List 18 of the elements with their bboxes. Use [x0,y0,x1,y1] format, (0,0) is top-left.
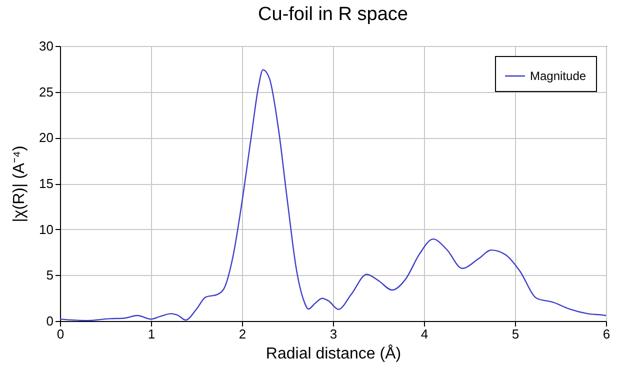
x-axis-title: Radial distance (Å) [266,344,402,362]
x-tick-label: 0 [56,326,64,342]
y-tick-label: 10 [39,222,54,237]
y-tick-label: 25 [39,84,54,100]
x-tick-label: 2 [238,326,246,342]
x-tick-label: 1 [148,326,156,342]
y-tick-label: 5 [46,268,54,283]
x-tick-label: 6 [602,326,610,342]
chart-title: Cu-foil in R space [258,4,408,25]
y-axis-title: |χ(R)| (A⁻⁴) [11,146,28,222]
x-tick-label: 5 [512,326,520,342]
y-tick-label: 20 [39,130,54,146]
x-tick-label: 4 [420,326,428,342]
y-tick-label: 0 [46,314,54,328]
legend-label: Magnitude [530,69,586,83]
x-tick-label: 3 [330,326,338,342]
y-tick-label: 15 [39,176,54,191]
y-tick-label: 30 [39,38,54,54]
